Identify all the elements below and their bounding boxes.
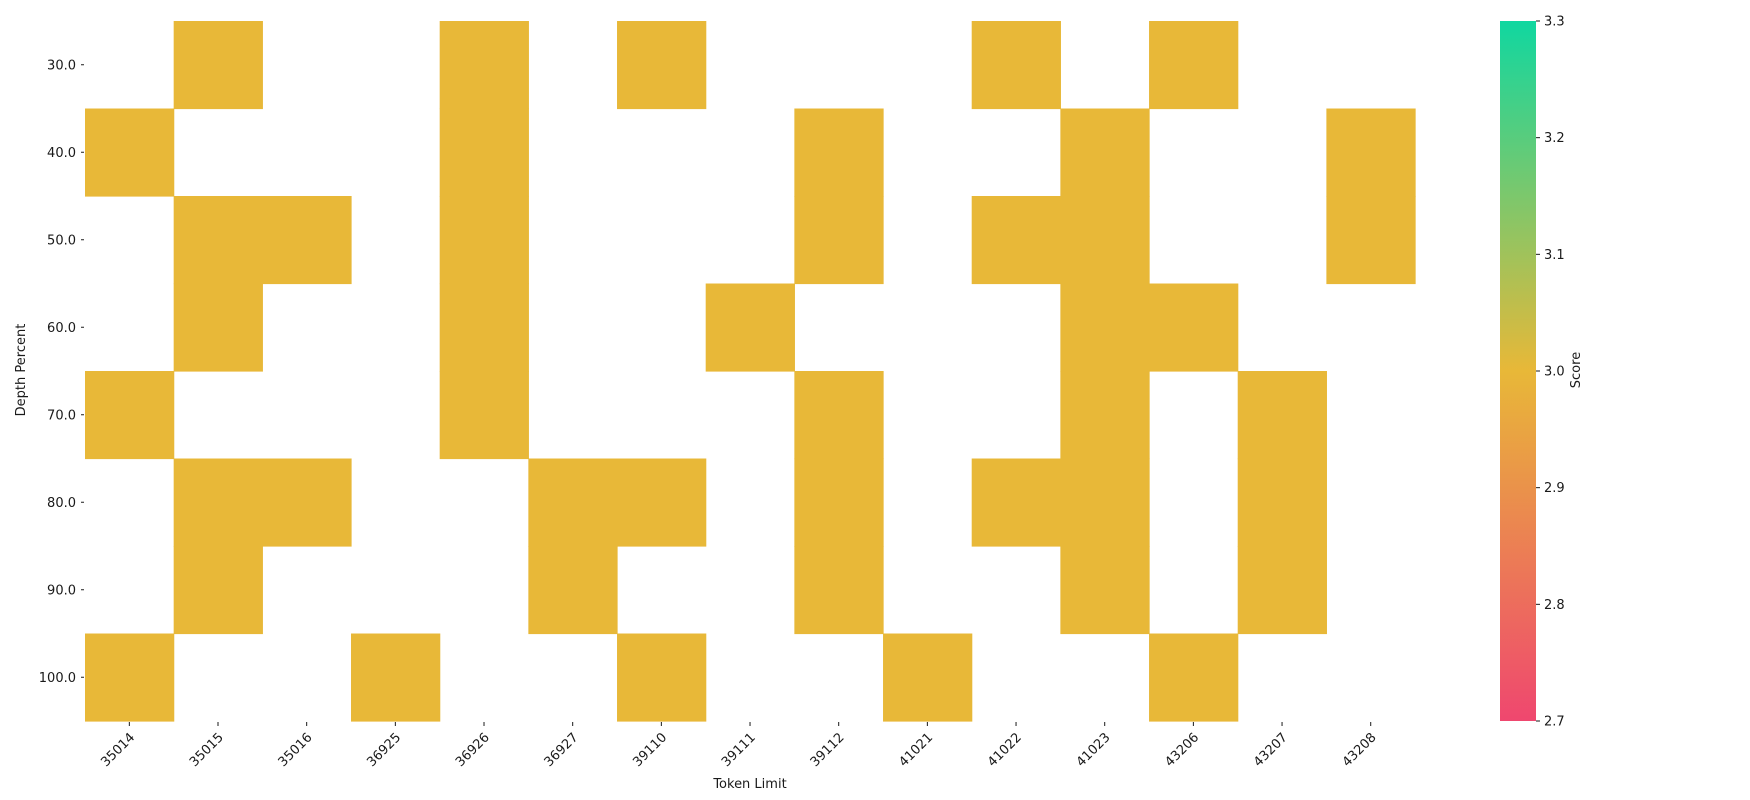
colorbar-tick-label: 3.3	[1544, 15, 1565, 30]
heatmap-cell	[617, 458, 707, 547]
x-tick-label: 39111	[719, 730, 759, 770]
heatmap-cell	[173, 283, 263, 372]
heatmap-cell	[439, 21, 529, 110]
heatmap-cell	[439, 283, 529, 372]
y-tick-label: 30.0	[47, 58, 76, 73]
heatmap-cell	[262, 196, 352, 285]
heatmap-cell	[1060, 108, 1150, 197]
heatmap-cell	[173, 196, 263, 285]
heatmap-cell	[262, 458, 352, 547]
colorbar-tick-label: 2.9	[1544, 481, 1565, 496]
heatmap-cell	[439, 371, 529, 460]
heatmap-cell	[1326, 108, 1416, 197]
y-tick-label: 70.0	[47, 408, 76, 423]
heatmap-cell	[528, 458, 618, 547]
heatmap-cell	[439, 196, 529, 285]
x-tick-label: 41023	[1074, 730, 1114, 770]
heatmap-cell	[173, 546, 263, 635]
colorbar-ticks: 2.7 2.8 2.9 3.0 3.1 3.2 3.3	[1536, 15, 1565, 730]
heatmap-cell	[1060, 371, 1150, 460]
heatmap-cell	[971, 196, 1061, 285]
x-tick-label: 35015	[187, 730, 227, 770]
heatmap-cell	[1060, 458, 1150, 547]
heatmap-cell	[85, 371, 175, 460]
heatmap-cells	[85, 21, 1416, 722]
heatmap-cell	[971, 458, 1061, 547]
y-axis-ticks: 30.0 40.0 50.0 60.0 70.0 80.0 90.0 100.0	[39, 58, 84, 686]
y-tick-label: 90.0	[47, 583, 76, 598]
heatmap-cell	[1326, 196, 1416, 285]
x-tick-label: 41022	[985, 730, 1025, 770]
y-axis-title: Depth Percent	[14, 324, 29, 417]
heatmap-cell	[1060, 283, 1150, 372]
colorbar-tick-label: 3.1	[1544, 248, 1565, 263]
heatmap-cell	[173, 21, 263, 110]
heatmap-cell	[1149, 21, 1239, 110]
y-tick-label: 50.0	[47, 233, 76, 248]
x-tick-label: 43207	[1251, 730, 1291, 770]
heatmap-cell	[794, 371, 884, 460]
heatmap-cell	[794, 546, 884, 635]
heatmap-cell	[1237, 458, 1327, 547]
heatmap-cell	[351, 633, 441, 722]
heatmap-cell	[1060, 546, 1150, 635]
colorbar-tick-label: 2.8	[1544, 598, 1565, 613]
x-tick-label: 36926	[453, 730, 493, 770]
heatmap-cell	[439, 108, 529, 197]
heatmap-cell	[794, 196, 884, 285]
heatmap-cell	[1237, 371, 1327, 460]
colorbar-tick-label: 3.0	[1544, 365, 1565, 380]
heatmap-cell	[705, 283, 795, 372]
x-tick-label: 36925	[364, 730, 404, 770]
colorbar-tick-label: 3.2	[1544, 131, 1565, 146]
heatmap-cell	[1237, 546, 1327, 635]
heatmap-cell	[85, 108, 175, 197]
x-axis-ticks: 35014 35015 35016 36925 36926 36927 39110 39111…	[98, 722, 1380, 770]
x-tick-label: 39110	[630, 730, 670, 770]
heatmap-cell	[794, 108, 884, 197]
x-tick-label: 43208	[1340, 730, 1380, 770]
y-tick-label: 40.0	[47, 146, 76, 161]
heatmap-cell	[971, 21, 1061, 110]
y-tick-label: 60.0	[47, 321, 76, 336]
colorbar-title: Score	[1569, 352, 1584, 388]
colorbar	[1500, 21, 1536, 721]
x-axis-title: Token Limit	[712, 777, 786, 792]
heatmap-cell	[794, 458, 884, 547]
heatmap-cell	[617, 633, 707, 722]
heatmap-cell	[1060, 196, 1150, 285]
heatmap-cell	[1149, 283, 1239, 372]
x-tick-label: 36927	[542, 730, 582, 770]
x-tick-label: 35014	[98, 730, 138, 770]
y-tick-label: 100.0	[39, 671, 76, 686]
x-tick-label: 35016	[276, 730, 316, 770]
heatmap-cell	[1149, 633, 1239, 722]
x-tick-label: 41021	[896, 730, 936, 770]
heatmap-cell	[528, 546, 618, 635]
heatmap-cell	[173, 458, 263, 547]
x-tick-label: 39112	[808, 730, 848, 770]
heatmap-cell	[883, 633, 973, 722]
x-tick-label: 43206	[1162, 730, 1202, 770]
heatmap-cell	[617, 21, 707, 110]
heatmap-cell	[85, 633, 175, 722]
colorbar-tick-label: 2.7	[1544, 715, 1565, 730]
y-tick-label: 80.0	[47, 496, 76, 511]
